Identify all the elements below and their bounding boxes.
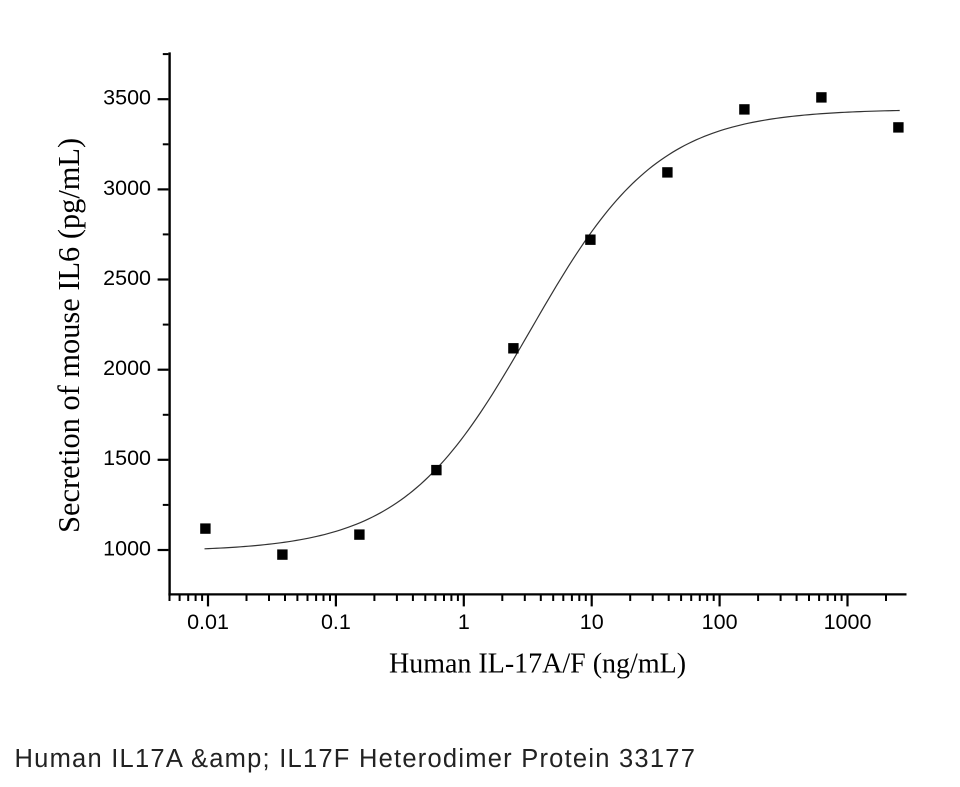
svg-text:0.01: 0.01 (187, 610, 229, 634)
svg-text:2500: 2500 (103, 266, 151, 290)
svg-text:2000: 2000 (103, 356, 151, 380)
svg-text:1: 1 (458, 610, 470, 634)
svg-text:1500: 1500 (103, 446, 151, 470)
svg-text:0.1: 0.1 (321, 610, 351, 634)
svg-text:100: 100 (702, 610, 738, 634)
svg-text:1000: 1000 (103, 536, 151, 560)
svg-text:3000: 3000 (103, 176, 151, 200)
svg-text:1000: 1000 (824, 610, 872, 634)
svg-text:10: 10 (580, 610, 604, 634)
svg-text:Secretion of mouse IL6 (pg/mL): Secretion of mouse IL6 (pg/mL) (52, 138, 86, 533)
svg-text:Human IL-17A/F (ng/mL): Human IL-17A/F (ng/mL) (389, 649, 686, 680)
svg-text:3500: 3500 (103, 86, 151, 110)
